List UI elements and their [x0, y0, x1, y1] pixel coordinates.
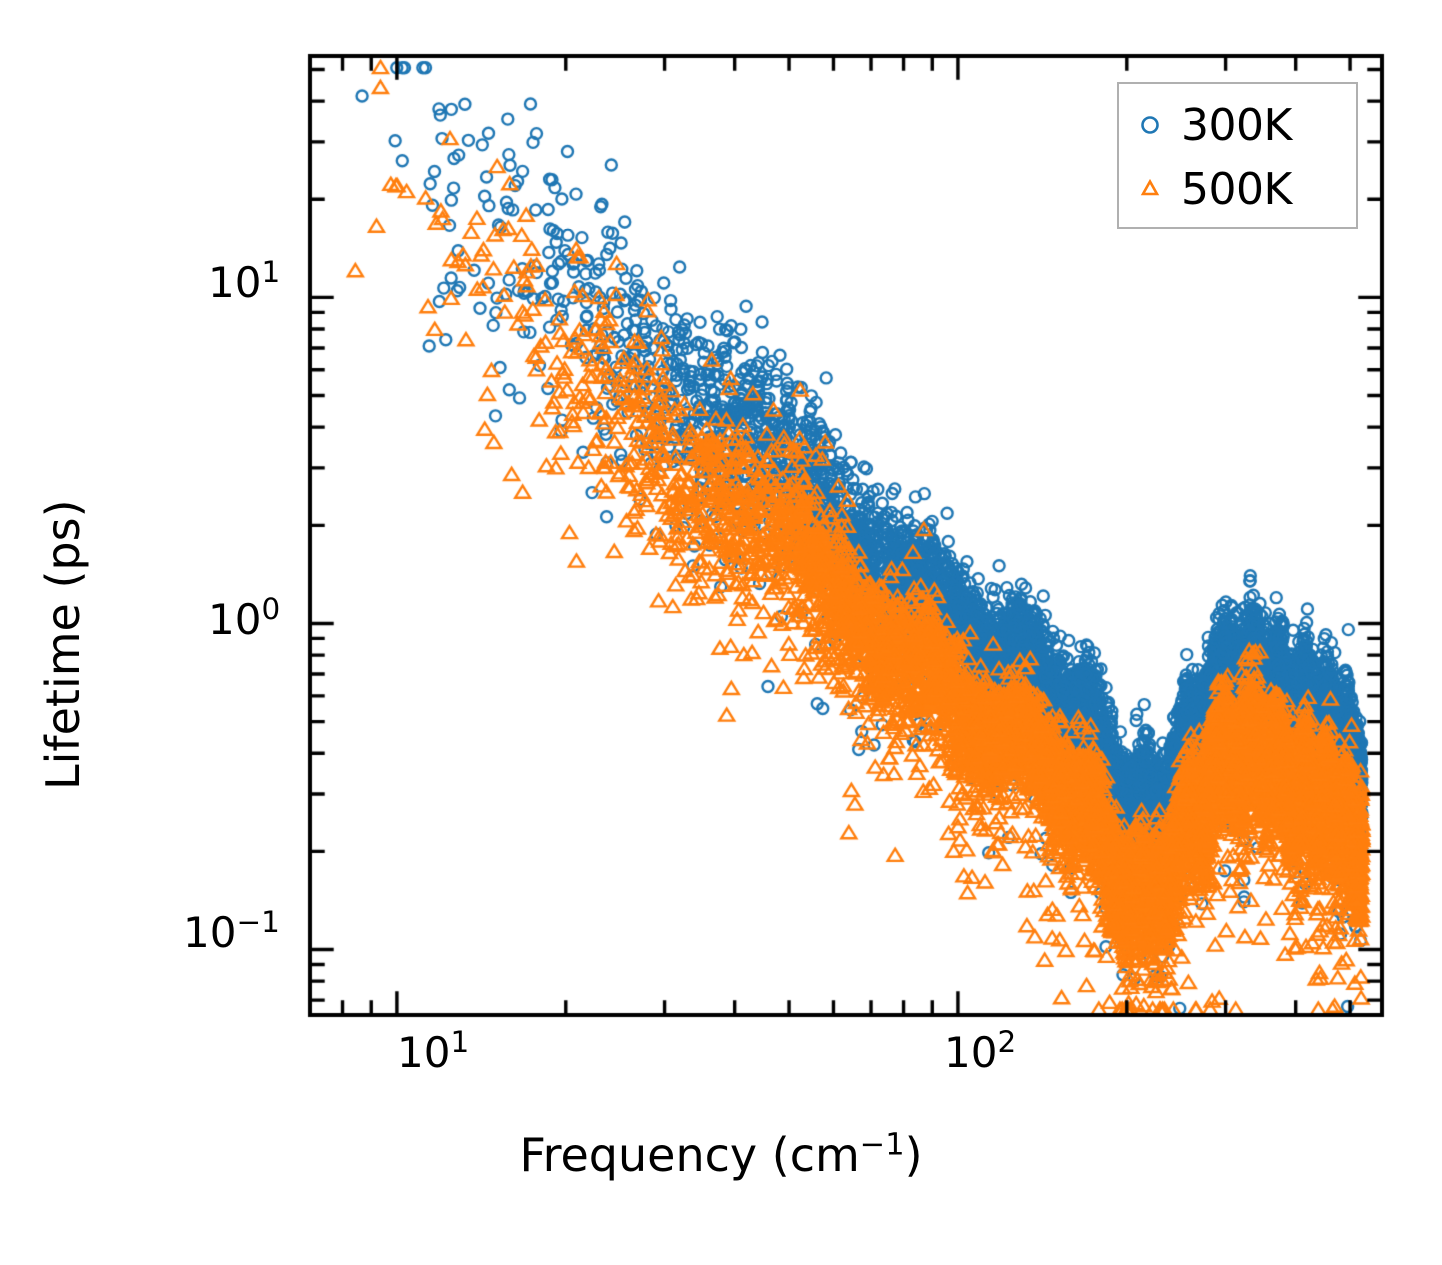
- legend-circle-icon: [1119, 112, 1181, 138]
- y-tick-label-0: 101: [208, 255, 281, 307]
- x-axis-label-tail: ): [904, 1128, 923, 1182]
- x-tick-label-0: 101: [397, 1025, 470, 1077]
- x-tick-label-1: 102: [944, 1025, 1017, 1077]
- legend-entry-500k: 500K: [1119, 158, 1356, 220]
- legend-entry-300k: 300K: [1119, 94, 1356, 156]
- legend: 300K 500K: [1117, 82, 1358, 229]
- x-axis-label: Frequency (cm−1): [0, 1128, 1442, 1182]
- legend-label-300k: 300K: [1181, 99, 1292, 151]
- x-axis-label-exponent: −1: [859, 1127, 905, 1163]
- y-tick-label-2: 10−1: [183, 905, 280, 957]
- legend-label-500k: 500K: [1181, 163, 1292, 215]
- y-axis-label: Lifetime (ps): [36, 499, 90, 790]
- legend-triangle-icon: [1119, 176, 1181, 202]
- x-axis-label-main: Frequency (cm: [519, 1128, 860, 1182]
- y-tick-label-1: 100: [208, 592, 281, 644]
